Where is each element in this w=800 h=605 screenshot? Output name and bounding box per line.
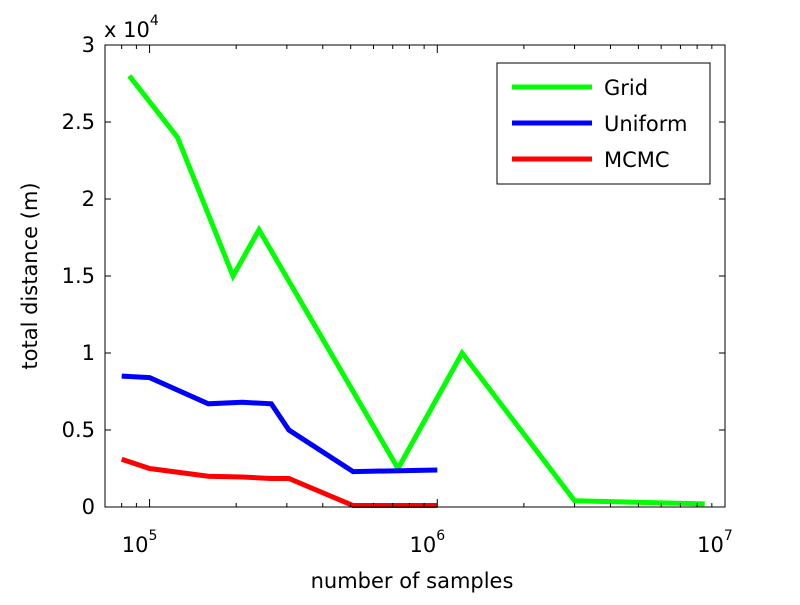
y-tick-label: 2.5 [62, 110, 95, 134]
y-tick-label: 2 [82, 187, 95, 211]
x-tick-label: 106 [409, 528, 445, 557]
series-line-uniform [121, 373, 438, 475]
x-axis-title: number of samples [311, 569, 514, 593]
y-tick-label: 1.5 [62, 264, 95, 288]
plot-layer [120, 74, 705, 508]
y-axis-multiplier: x 104 [104, 13, 159, 42]
x-tick-label: 107 [697, 528, 733, 557]
legend-label-grid: Grid [604, 76, 648, 100]
legend: Grid Uniform MCMC [496, 62, 711, 185]
y-axis-title: total distance (m) [18, 182, 42, 369]
y-tick-label: 3 [82, 33, 95, 57]
axes-box [104, 44, 726, 508]
series-line-grid [127, 74, 705, 507]
y-tick-label: 1 [82, 341, 95, 365]
series-line-mcmc [120, 456, 438, 508]
y-tick-label: 0.5 [62, 418, 95, 442]
x-tick-label: 105 [122, 528, 158, 557]
legend-label-uniform: Uniform [604, 112, 687, 136]
y-tick-label: 0 [82, 495, 95, 519]
legend-label-mcmc: MCMC [604, 148, 670, 172]
